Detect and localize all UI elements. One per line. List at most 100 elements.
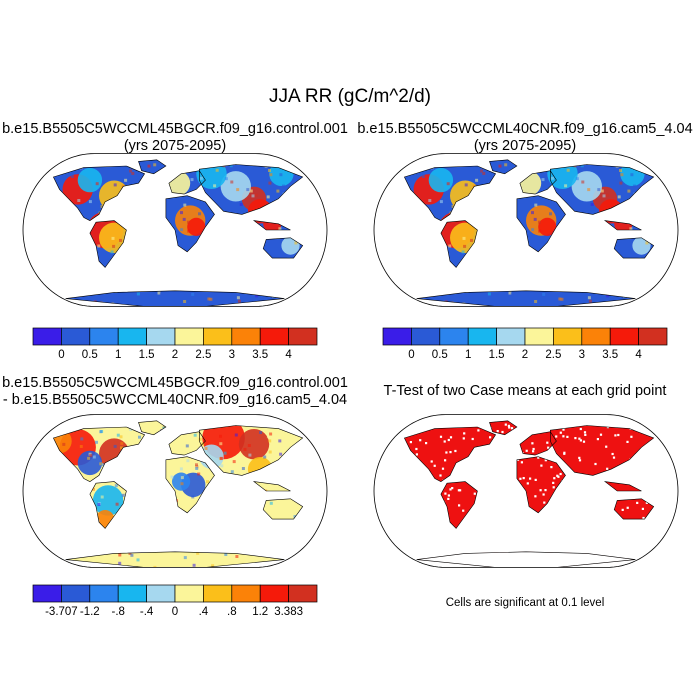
nonsig-cell (401, 568, 403, 570)
field-cell (663, 284, 666, 287)
field-cell (581, 180, 585, 184)
nonsig-cell (539, 489, 542, 492)
nonsig-cell (584, 433, 587, 436)
nonsig-cell (668, 414, 670, 416)
colorbar-swatch (32, 327, 62, 346)
field-cell (198, 437, 202, 441)
field-cell (269, 432, 273, 436)
field-cell (428, 199, 432, 202)
field-cell (487, 292, 491, 296)
coastline-australia (262, 498, 304, 520)
field-cell (101, 463, 105, 467)
nonsig-cell (458, 504, 461, 507)
field-cell (230, 470, 234, 474)
field-cell (394, 290, 397, 293)
colorbar-swatch (496, 327, 526, 346)
colorbar-swatch (89, 584, 119, 603)
field-cell (92, 455, 96, 459)
field-cell (191, 292, 195, 296)
field-cell (671, 288, 674, 291)
nonsig-cell (409, 441, 412, 444)
field-cell (136, 292, 140, 296)
field-cell (619, 181, 623, 185)
field-cell (129, 169, 133, 173)
field-cell (169, 446, 173, 450)
field-cell (241, 467, 245, 470)
field-cell (629, 227, 633, 231)
field-cell (662, 161, 665, 164)
field-cell (278, 227, 282, 231)
field-cell (649, 162, 653, 166)
nonsig-cell (562, 435, 565, 438)
field-cell (287, 152, 290, 155)
field-cell (558, 297, 562, 301)
field-cell (114, 484, 118, 488)
coastline-antarctica (65, 290, 285, 307)
nonsig-cell (439, 435, 443, 438)
field-cell (617, 195, 621, 199)
field-cell (35, 545, 38, 548)
colorbar-label: 3.5 (602, 349, 618, 361)
field-cell (94, 435, 98, 439)
continent-europe (519, 431, 557, 456)
map-border-diff (22, 414, 328, 568)
field-cell (180, 211, 183, 215)
field-cell (196, 551, 200, 555)
field-cell (35, 542, 38, 545)
field-cell (316, 559, 319, 562)
field-cell (619, 169, 622, 172)
field-cell (124, 178, 128, 182)
field-cell (236, 296, 240, 300)
continent-antarctica (416, 290, 636, 307)
field-cell (376, 155, 379, 158)
field-cell (560, 297, 564, 301)
coastline-europe (519, 431, 557, 456)
coastline-southAmerica (440, 481, 478, 529)
nonsig-cell (566, 435, 569, 438)
nonsig-cell (529, 477, 532, 480)
field-cell (24, 306, 27, 309)
nonsig-cell (477, 429, 480, 432)
field-cell (120, 441, 124, 445)
field-cell (99, 462, 103, 466)
coastline-indonesia (252, 481, 291, 492)
field-cell (219, 442, 223, 446)
nonsig-cell (424, 413, 426, 415)
field-cell (128, 552, 132, 555)
field-cell (534, 203, 538, 207)
field-cell (239, 203, 243, 206)
nonsig-cell (415, 447, 418, 451)
colorbar-label: 3 (229, 349, 235, 361)
coastline-indonesia (603, 481, 642, 492)
colorbar-swatch (231, 327, 261, 346)
field-cell (186, 459, 190, 463)
colorbar-swatch (231, 584, 261, 603)
field-cell (103, 222, 107, 226)
coastline-southAmerica (89, 220, 127, 268)
nonsig-cell (451, 487, 454, 490)
colorbar-label: 3 (579, 349, 585, 361)
field-cell (311, 176, 314, 179)
colorbar-swatch (117, 327, 147, 346)
nonsig-cell (520, 461, 523, 464)
nonsig-cell (544, 459, 547, 462)
field-cell (305, 287, 308, 290)
field-cell (153, 163, 157, 167)
field-cell (451, 204, 455, 208)
field-cell (602, 194, 606, 198)
field-cell (95, 440, 98, 444)
field-cell (211, 564, 215, 568)
field-cell (246, 188, 250, 192)
coastline-greenland (489, 159, 518, 175)
nonsig-cell (449, 436, 453, 439)
colorbar-label: 0 (58, 349, 64, 361)
field-cell (147, 164, 151, 168)
field-cell (658, 154, 661, 157)
field-cell (606, 294, 610, 298)
colorbar-label: 1.5 (139, 349, 155, 361)
field-cell (224, 177, 228, 181)
nonsig-cell (430, 460, 433, 463)
nonsig-cell (392, 551, 394, 553)
field-cell (80, 437, 84, 441)
nonsig-cell (559, 472, 562, 476)
